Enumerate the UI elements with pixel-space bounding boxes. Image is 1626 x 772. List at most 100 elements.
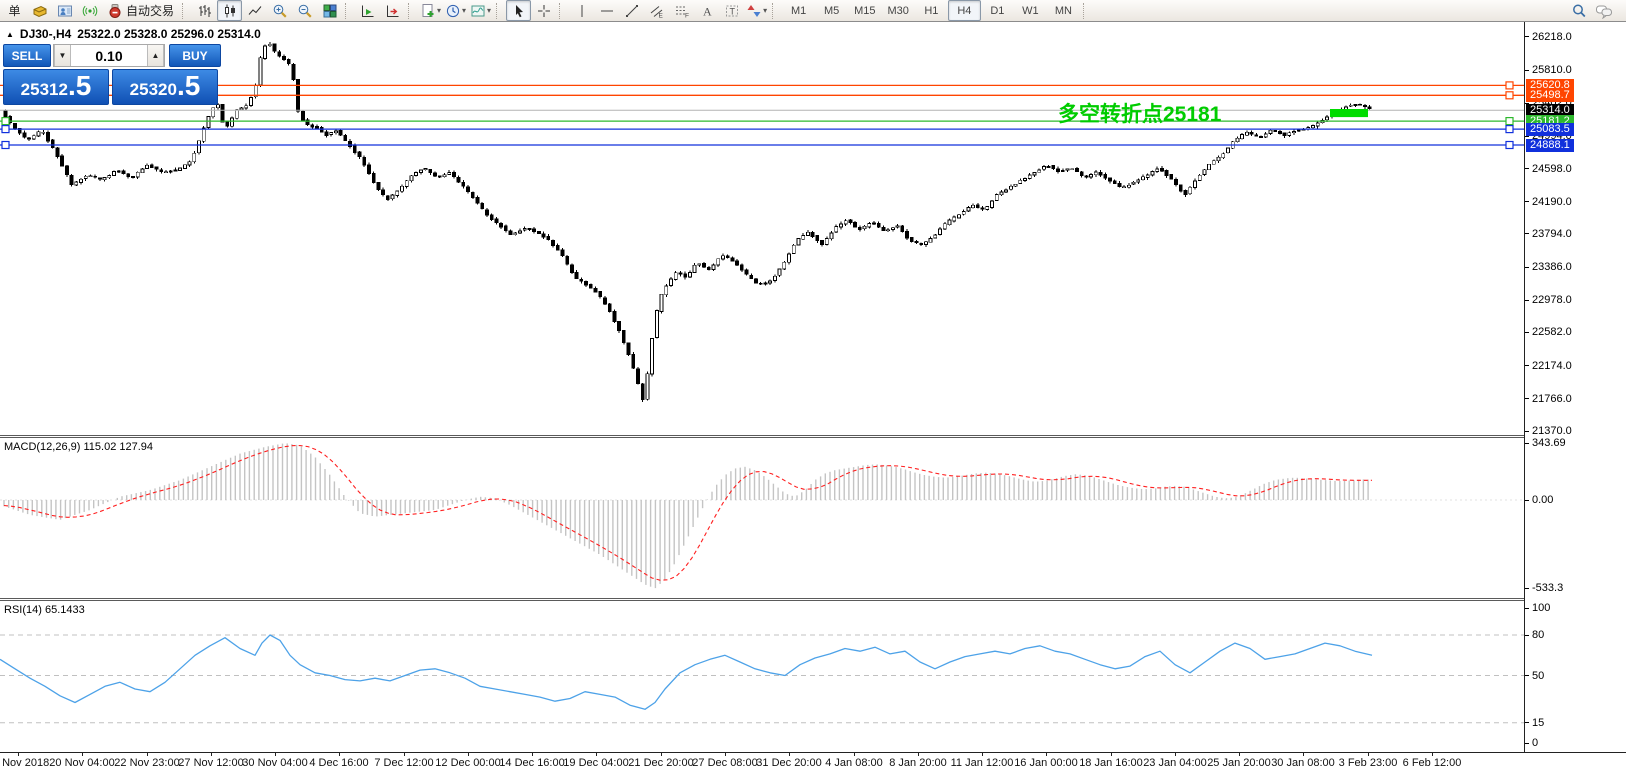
text-label-button[interactable]: T bbox=[719, 0, 744, 21]
auto-trading-label: 自动交易 bbox=[126, 4, 175, 18]
auto-trading-button[interactable]: 自动交易 bbox=[102, 0, 179, 21]
search-icon bbox=[1572, 4, 1585, 17]
price-axis-tick: 22174.0 bbox=[1525, 360, 1572, 372]
fibonacci-button[interactable]: F bbox=[669, 0, 694, 21]
main-chart-canvas[interactable] bbox=[0, 22, 1524, 435]
tile-windows-button[interactable] bbox=[317, 0, 342, 21]
timeframe-m5[interactable]: M5 bbox=[823, 4, 840, 17]
volume-increase-button[interactable]: ▲ bbox=[147, 45, 164, 66]
timeframe-bar: M1 M5 M15 M30 H1 H4 D1 W1 MN bbox=[782, 0, 1080, 21]
vertical-line-button[interactable] bbox=[569, 0, 594, 21]
timeframe-m15[interactable]: M15 bbox=[854, 4, 876, 17]
timeframe-m1[interactable]: M1 bbox=[790, 4, 807, 17]
chart-shift-button[interactable] bbox=[380, 0, 405, 21]
chart-shift-icon bbox=[386, 5, 399, 17]
chevron-down-icon: ▾ bbox=[462, 6, 467, 15]
chevron-down-icon: ▾ bbox=[487, 6, 492, 15]
price-level-label: 24888.1 bbox=[1526, 138, 1574, 152]
timeframe-h1[interactable]: H1 bbox=[924, 4, 939, 17]
pivot-annotation-text: 多空转折点25181 bbox=[1058, 103, 1222, 126]
toolbar-grip bbox=[772, 2, 778, 19]
templates-button[interactable]: ▾ bbox=[468, 0, 493, 21]
chat-button[interactable] bbox=[1591, 0, 1616, 21]
crosshair-button[interactable] bbox=[531, 0, 556, 21]
time-axis-tick bbox=[468, 753, 469, 756]
arrows-button[interactable]: ▾ bbox=[744, 0, 769, 21]
time-axis-label: 6 Feb 12:00 bbox=[1402, 757, 1462, 769]
time-axis-label: 27 Nov 12:00 bbox=[178, 757, 244, 769]
trendline-icon bbox=[625, 4, 638, 17]
search-button[interactable] bbox=[1566, 0, 1591, 21]
bar-chart-button[interactable] bbox=[192, 0, 217, 21]
panel-separator[interactable] bbox=[0, 598, 1626, 601]
timeframe-h4[interactable]: H4 bbox=[947, 0, 981, 21]
collapse-trade-panel-arrow[interactable]: ▲ bbox=[6, 29, 14, 39]
time-axis-label: 19 Dec 04:00 bbox=[563, 757, 629, 769]
candlestick-icon bbox=[224, 4, 235, 17]
buy-button[interactable]: BUY bbox=[169, 44, 221, 67]
auto-scroll-button[interactable] bbox=[355, 0, 380, 21]
time-axis-label: 23 Jan 04:00 bbox=[1143, 757, 1207, 769]
trendline-button[interactable] bbox=[619, 0, 644, 21]
timeframe-mn[interactable]: MN bbox=[1054, 4, 1072, 17]
price-axis-tick: 50 bbox=[1525, 670, 1544, 682]
time-axis-tick bbox=[854, 753, 855, 756]
candlestick-chart-button[interactable] bbox=[217, 0, 243, 21]
crosshair-icon bbox=[537, 4, 550, 17]
time-axis-tick bbox=[1303, 753, 1304, 756]
signal-button[interactable] bbox=[77, 0, 102, 21]
new-order-button-partial[interactable]: 单 bbox=[8, 4, 21, 18]
cursor-button[interactable] bbox=[506, 0, 532, 21]
price-axis-tick: -533.3 bbox=[1525, 582, 1563, 594]
timeframe-d1[interactable]: D1 bbox=[990, 4, 1005, 17]
price-axis[interactable]: 26218.025810.025402.024994.024598.024190… bbox=[1524, 22, 1626, 752]
price-axis-tick: 23386.0 bbox=[1525, 261, 1572, 273]
time-axis-tick bbox=[1111, 753, 1112, 756]
templates-icon bbox=[471, 5, 485, 16]
signal-icon bbox=[82, 5, 97, 16]
market-watch-button[interactable] bbox=[27, 0, 52, 21]
panel-separator[interactable] bbox=[0, 435, 1626, 438]
gold-book-icon bbox=[33, 5, 46, 17]
timeframe-m30[interactable]: M30 bbox=[887, 4, 909, 17]
navigator-icon bbox=[57, 5, 72, 16]
buy-price-display[interactable]: 25320.5 bbox=[112, 69, 218, 105]
horizontal-line-button[interactable] bbox=[594, 0, 619, 21]
equidistant-channel-button[interactable]: E bbox=[644, 0, 669, 21]
ohlc-values: 25322.0 25328.0 25296.0 25314.0 bbox=[77, 27, 261, 41]
macd-panel-canvas[interactable] bbox=[0, 438, 1524, 598]
arrows-icon bbox=[747, 4, 761, 17]
sell-button[interactable]: SELL bbox=[3, 44, 51, 67]
text-button[interactable]: A bbox=[694, 0, 719, 21]
navigator-button[interactable] bbox=[52, 0, 77, 21]
volume-decrease-button[interactable]: ▼ bbox=[54, 45, 71, 66]
volume-input[interactable] bbox=[71, 45, 147, 66]
new-chart-button[interactable]: ▾ bbox=[418, 0, 443, 21]
rsi-panel-canvas[interactable] bbox=[0, 601, 1524, 752]
sell-price-display[interactable]: 25312.5 bbox=[3, 69, 109, 105]
text-label-icon: T bbox=[725, 5, 738, 16]
zoom-out-button[interactable] bbox=[292, 0, 317, 21]
time-axis-label: 22 Nov 23:00 bbox=[114, 757, 180, 769]
main-toolbar: 单 自动交易 bbox=[0, 0, 1626, 22]
price-axis-tick: 100 bbox=[1525, 602, 1550, 614]
vertical-line-icon bbox=[581, 4, 583, 17]
time-axis-tick bbox=[725, 753, 726, 756]
price-axis-tick: 25810.0 bbox=[1525, 64, 1572, 76]
time-axis-label: 16 Jan 00:00 bbox=[1014, 757, 1078, 769]
zoom-out-icon bbox=[298, 4, 312, 18]
timeframe-w1[interactable]: W1 bbox=[1022, 4, 1039, 17]
periods-button[interactable]: ▾ bbox=[443, 0, 468, 21]
time-axis-label: 8 Jan 20:00 bbox=[889, 757, 947, 769]
time-axis-tick bbox=[1175, 753, 1176, 756]
toolbar-grip bbox=[1082, 2, 1089, 19]
time-axis-tick bbox=[82, 753, 83, 756]
price-axis-tick: 24598.0 bbox=[1525, 163, 1572, 175]
time-axis-tick bbox=[982, 753, 983, 756]
time-axis-label: 7 Dec 12:00 bbox=[374, 757, 434, 769]
line-chart-button[interactable] bbox=[242, 0, 267, 21]
zoom-in-button[interactable] bbox=[267, 0, 292, 21]
price-axis-tick: 21766.0 bbox=[1525, 393, 1572, 405]
